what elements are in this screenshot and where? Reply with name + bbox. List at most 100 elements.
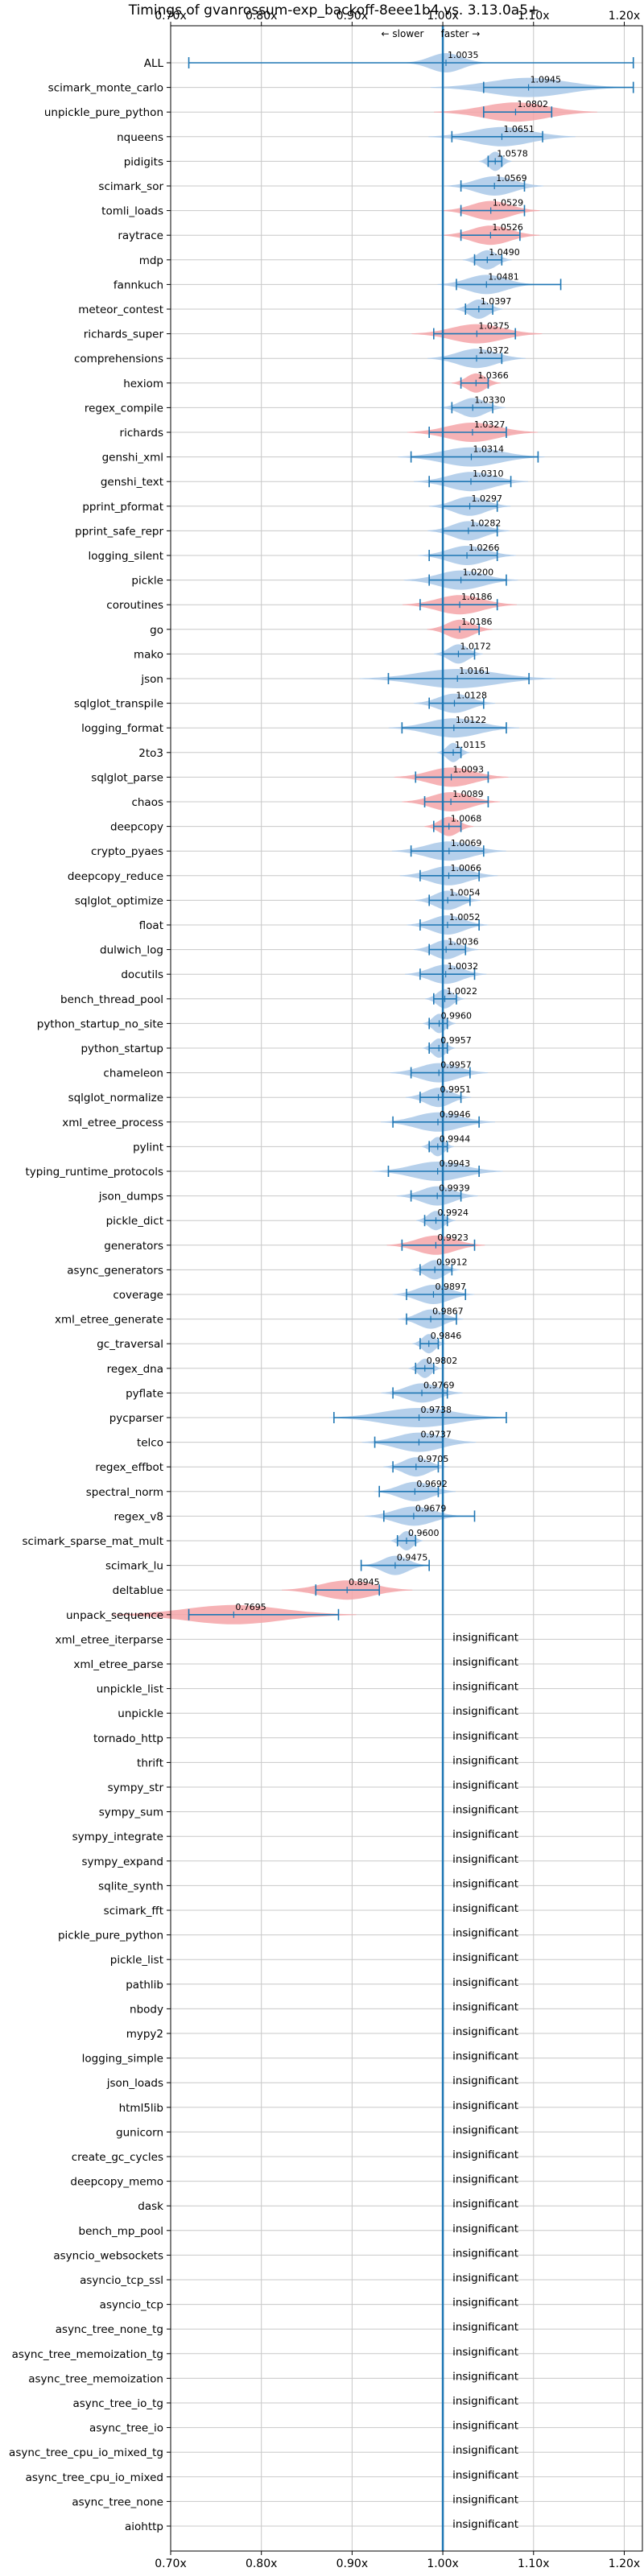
benchmark-label: genshi_xml bbox=[102, 452, 163, 464]
chart-title: Timings of gvanrossum-exp_backoff-8eee1b… bbox=[128, 2, 540, 19]
value-label: 1.0115 bbox=[455, 740, 486, 750]
insignificant-label: insignificant bbox=[452, 1902, 518, 1915]
benchmark-label: richards_super bbox=[84, 328, 164, 341]
benchmark-label: pylint bbox=[133, 1141, 163, 1154]
value-label: 0.9912 bbox=[436, 1257, 468, 1267]
value-label: 0.9600 bbox=[408, 1528, 440, 1538]
insignificant-label: insignificant bbox=[452, 1631, 518, 1644]
value-label: 1.0578 bbox=[497, 148, 528, 159]
insignificant-label: insignificant bbox=[452, 2370, 518, 2383]
value-label: 1.0490 bbox=[489, 247, 520, 258]
value-label: 1.0310 bbox=[473, 469, 504, 479]
benchmark-label: unpickle bbox=[118, 1707, 163, 1720]
value-label: 0.9738 bbox=[421, 1405, 452, 1415]
value-label: 1.0035 bbox=[448, 50, 479, 60]
benchmark-label: thrift bbox=[137, 1757, 163, 1769]
benchmark-label: raytrace bbox=[118, 229, 163, 242]
value-label: 1.0366 bbox=[477, 370, 509, 381]
insignificant-label: insignificant bbox=[452, 2321, 518, 2334]
value-label: 1.0022 bbox=[447, 986, 478, 997]
insignificant-label: insignificant bbox=[452, 1681, 518, 1694]
insignificant-label: insignificant bbox=[452, 2395, 518, 2408]
value-label: 1.0314 bbox=[473, 444, 504, 455]
value-label: 0.9943 bbox=[440, 1158, 471, 1169]
benchmark-label: xml_etree_process bbox=[62, 1117, 163, 1129]
benchmark-label: unpickle_pure_python bbox=[44, 106, 163, 119]
value-label: 0.9897 bbox=[435, 1282, 466, 1292]
insignificant-label: insignificant bbox=[452, 2493, 518, 2506]
x-tick-label-top: 1.10x bbox=[518, 10, 549, 23]
value-label: 1.0397 bbox=[481, 296, 512, 307]
insignificant-label: insignificant bbox=[452, 2223, 518, 2235]
benchmark-label: meteor_contest bbox=[78, 303, 163, 316]
insignificant-label: insignificant bbox=[452, 2050, 518, 2063]
benchmark-label: richards bbox=[120, 427, 163, 440]
benchmark-label: pickle bbox=[131, 575, 163, 588]
benchmark-label: regex_dna bbox=[107, 1363, 163, 1376]
value-label: 1.0122 bbox=[456, 715, 487, 725]
benchmark-label: crypto_pyaes bbox=[91, 845, 163, 858]
benchmark-label: gc_traversal bbox=[97, 1338, 163, 1351]
benchmark-label: asyncio_websockets bbox=[53, 2249, 163, 2262]
benchmark-label: ALL bbox=[144, 57, 164, 70]
insignificant-label: insignificant bbox=[452, 2518, 518, 2531]
benchmark-label: go bbox=[150, 624, 163, 637]
value-label: 0.9939 bbox=[439, 1183, 470, 1194]
value-label: 1.0128 bbox=[456, 691, 488, 701]
value-label: 0.9944 bbox=[440, 1133, 471, 1144]
benchmark-label: html5lib bbox=[119, 2102, 163, 2115]
x-tick-label-bottom: 0.70x bbox=[155, 2557, 186, 2570]
benchmark-label: async_tree_memoization_tg bbox=[12, 2348, 163, 2361]
value-label: 1.0529 bbox=[493, 198, 524, 208]
benchmark-label: sqlglot_parse bbox=[91, 771, 163, 784]
insignificant-label: insignificant bbox=[452, 1951, 518, 1964]
value-label: 0.9924 bbox=[438, 1208, 469, 1218]
benchmark-label: deepcopy bbox=[110, 821, 163, 834]
benchmark-label: pidigits bbox=[124, 155, 163, 168]
benchmark-label: dask bbox=[138, 2200, 163, 2213]
benchmark-label: deltablue bbox=[113, 1584, 163, 1597]
benchmark-label: json_loads bbox=[106, 2077, 163, 2090]
value-label: 1.0297 bbox=[472, 493, 503, 504]
benchmark-label: json_dumps bbox=[98, 1191, 163, 1203]
benchmark-label: pickle_dict bbox=[106, 1215, 163, 1228]
benchmark-label: asyncio_tcp_ssl bbox=[80, 2274, 163, 2287]
benchmark-label: telco bbox=[137, 1437, 163, 1450]
value-label: 1.0372 bbox=[478, 345, 510, 356]
benchmark-label: logging_silent bbox=[89, 550, 163, 563]
benchmark-label: fannkuch bbox=[114, 279, 163, 291]
insignificant-label: insignificant bbox=[452, 1976, 518, 1989]
benchmark-label: sympy_integrate bbox=[72, 1831, 163, 1843]
insignificant-label: insignificant bbox=[452, 2000, 518, 2013]
x-tick-label-top: 0.70x bbox=[155, 10, 186, 23]
insignificant-label: insignificant bbox=[452, 1730, 518, 1743]
benchmark-label: float bbox=[139, 919, 163, 932]
value-label: 0.9957 bbox=[440, 1035, 472, 1046]
value-label: 0.9802 bbox=[427, 1356, 458, 1366]
benchmark-label: nqueens bbox=[117, 131, 163, 144]
insignificant-label: insignificant bbox=[452, 2174, 518, 2186]
x-tick-label-top: 1.20x bbox=[609, 10, 640, 23]
benchmark-label: chameleon bbox=[103, 1067, 163, 1080]
insignificant-label: insignificant bbox=[452, 2247, 518, 2260]
benchmark-label: spectral_norm bbox=[86, 1486, 163, 1499]
insignificant-label: insignificant bbox=[452, 2444, 518, 2457]
benchmark-label: sqlite_synth bbox=[98, 1880, 163, 1893]
x-tick-label-top: 0.90x bbox=[336, 10, 368, 23]
benchmark-label: bench_mp_pool bbox=[79, 2225, 163, 2238]
benchmark-label: regex_compile bbox=[85, 402, 163, 415]
value-label: 0.9692 bbox=[416, 1479, 448, 1489]
benchmark-label: scimark_sor bbox=[98, 180, 163, 193]
benchmark-label: pyflate bbox=[126, 1387, 163, 1400]
benchmark-label: json bbox=[140, 673, 163, 686]
benchmark-label: regex_effbot bbox=[95, 1461, 163, 1474]
benchmark-label: deepcopy_reduce bbox=[68, 870, 163, 883]
value-label: 1.0330 bbox=[474, 394, 506, 405]
benchmark-label: mdp bbox=[139, 254, 163, 267]
benchmark-label: docutils bbox=[121, 968, 163, 981]
benchmark-label: hexiom bbox=[123, 378, 163, 390]
benchmark-label: mypy2 bbox=[126, 2028, 163, 2041]
insignificant-label: insignificant bbox=[452, 1705, 518, 1718]
